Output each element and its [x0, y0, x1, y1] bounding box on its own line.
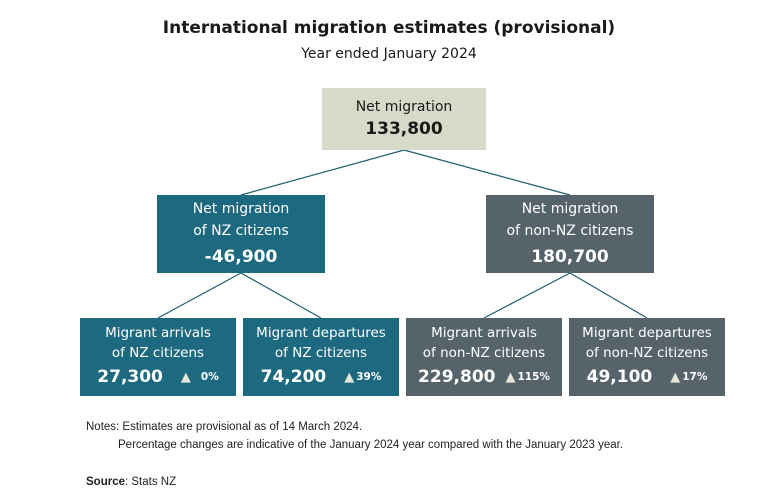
up-triangle-icon: ▲ [344, 369, 355, 385]
source: Source: Stats NZ [86, 476, 176, 488]
leaf-label-line2: of non-NZ citizens [585, 345, 709, 361]
leaf-label-line2: of NZ citizens [111, 345, 205, 361]
nz-label-line1: Net migration [192, 201, 290, 217]
chart-title: International migration estimates (provi… [162, 18, 616, 38]
source-label: Source [86, 476, 125, 488]
connector-root-nz [240, 149, 405, 196]
net-migration-nz-box: Net migration of NZ citizens -46,900 [157, 195, 325, 273]
leaf-value: 49,100 [586, 367, 653, 387]
connector-nz-arrivals [157, 272, 242, 319]
connector-nonnz-arrivals [483, 272, 571, 319]
connector-nonnz-departures [569, 272, 648, 319]
notes-line2: Percentage changes are indicative of the… [118, 439, 624, 451]
connector-root-nonnz [403, 149, 571, 196]
nz-arrivals-box: Migrant arrivals of NZ citizens 27,300 ▲… [80, 318, 236, 396]
nonnz-label-line1: Net migration [521, 201, 619, 217]
leaf-label-line2: of non-NZ citizens [422, 345, 546, 361]
leaf-value: 229,800 [418, 367, 496, 387]
nonnz-departures-box: Migrant departures of non-NZ citizens 49… [569, 318, 725, 396]
notes: Notes: Estimates are provisional as of 1… [86, 418, 623, 454]
up-triangle-icon: ▲ [505, 369, 516, 385]
up-triangle-icon: ▲ [180, 369, 191, 385]
nz-label-line2: of NZ citizens [193, 223, 289, 239]
source-text: : Stats NZ [125, 476, 177, 488]
notes-line1: Notes: Estimates are provisional as of 1… [86, 421, 363, 433]
nz-value: -46,900 [204, 247, 278, 267]
leaf-value: 74,200 [260, 367, 327, 387]
connector-nz-departures [240, 272, 322, 319]
up-triangle-icon: ▲ [670, 369, 681, 385]
net-migration-nonnz-box: Net migration of non-NZ citizens 180,700 [486, 195, 654, 273]
leaf-label-line1: Migrant arrivals [105, 325, 211, 341]
net-migration-label: Net migration [355, 99, 453, 115]
nz-departures-box: Migrant departures of NZ citizens 74,200… [243, 318, 399, 396]
net-migration-value: 133,800 [365, 119, 443, 139]
leaf-value: 27,300 [97, 367, 163, 387]
change-percent: 0% [200, 371, 219, 383]
change-percent: 39% [356, 371, 382, 383]
chart-subtitle: Year ended January 2024 [301, 46, 477, 62]
change-percent: 17% [682, 371, 708, 383]
leaf-label-line2: of NZ citizens [274, 345, 368, 361]
leaf-label-line1: Migrant arrivals [431, 325, 537, 341]
change-percent: 115% [517, 371, 550, 383]
nonnz-value: 180,700 [531, 247, 609, 267]
net-migration-box: Net migration 133,800 [322, 88, 486, 150]
leaf-label-line1: Migrant departures [256, 325, 386, 341]
nonnz-label-line2: of non-NZ citizens [506, 223, 634, 239]
leaf-label-line1: Migrant departures [582, 325, 712, 341]
nonnz-arrivals-box: Migrant arrivals of non-NZ citizens 229,… [406, 318, 562, 396]
